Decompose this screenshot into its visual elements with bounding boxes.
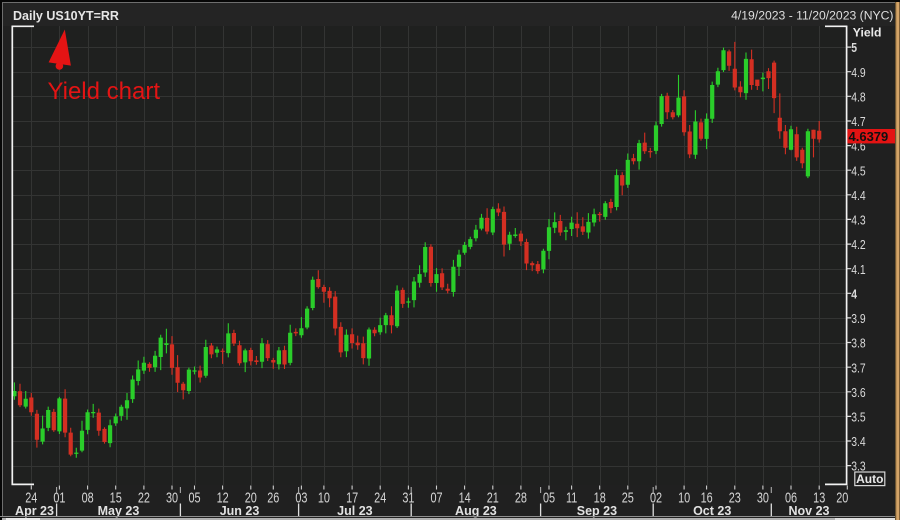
svg-text:17: 17 [346, 489, 358, 506]
svg-text:15: 15 [110, 489, 122, 506]
svg-text:3.9: 3.9 [851, 312, 865, 326]
svg-text:25: 25 [622, 489, 634, 506]
svg-text:08: 08 [82, 489, 94, 506]
svg-text:3.8: 3.8 [851, 337, 866, 351]
svg-text:11: 11 [566, 489, 577, 506]
svg-text:Nov 23: Nov 23 [789, 504, 830, 518]
svg-text:16: 16 [701, 489, 713, 506]
svg-text:3.3: 3.3 [851, 460, 866, 474]
svg-text:18: 18 [594, 489, 606, 506]
svg-text:30: 30 [166, 489, 178, 506]
svg-text:4.6379: 4.6379 [849, 129, 889, 144]
svg-text:4.7: 4.7 [851, 115, 865, 129]
svg-text:4: 4 [851, 287, 857, 301]
svg-text:Aug 23: Aug 23 [455, 504, 497, 518]
svg-text:Apr 23: Apr 23 [15, 504, 54, 518]
svg-text:5: 5 [851, 41, 857, 55]
svg-text:4.1: 4.1 [851, 263, 865, 277]
svg-text:06: 06 [785, 489, 797, 506]
svg-text:3.6: 3.6 [851, 386, 866, 400]
svg-text:10: 10 [318, 489, 330, 506]
svg-text:4.5: 4.5 [851, 164, 866, 178]
svg-text:02: 02 [650, 489, 662, 506]
svg-text:30: 30 [757, 489, 769, 506]
svg-text:13: 13 [813, 489, 825, 506]
svg-text:07: 07 [430, 489, 442, 506]
svg-text:Daily US10YT=RR: Daily US10YT=RR [13, 9, 119, 23]
svg-text:03: 03 [295, 489, 307, 506]
svg-text:01: 01 [53, 489, 65, 506]
svg-text:3.4: 3.4 [851, 435, 866, 449]
svg-text:3.7: 3.7 [851, 361, 865, 375]
svg-text:3.5: 3.5 [851, 410, 866, 424]
svg-text:14: 14 [459, 489, 471, 506]
svg-text:Oct 23: Oct 23 [693, 504, 731, 518]
svg-text:28: 28 [515, 489, 527, 506]
svg-text:Auto: Auto [856, 472, 883, 486]
svg-text:24: 24 [374, 489, 386, 506]
svg-text:20: 20 [836, 489, 848, 506]
svg-text:12: 12 [217, 489, 229, 506]
svg-text:Sep 23: Sep 23 [577, 504, 617, 518]
svg-text:05: 05 [188, 489, 200, 506]
svg-text:23: 23 [729, 489, 741, 506]
svg-text:21: 21 [487, 489, 499, 506]
svg-text:26: 26 [267, 489, 279, 506]
svg-text:Jul 23: Jul 23 [337, 504, 372, 518]
svg-text:May 23: May 23 [98, 504, 140, 518]
svg-text:Yield: Yield [853, 26, 882, 40]
svg-text:20: 20 [245, 489, 257, 506]
svg-text:4.2: 4.2 [851, 238, 865, 252]
svg-text:4.8: 4.8 [851, 90, 866, 104]
svg-text:05: 05 [543, 489, 555, 506]
svg-text:10: 10 [678, 489, 690, 506]
svg-text:24: 24 [25, 489, 37, 506]
svg-text:31: 31 [402, 489, 414, 506]
svg-text:4/19/2023 - 11/20/2023 (NYC): 4/19/2023 - 11/20/2023 (NYC) [731, 9, 893, 23]
svg-text:4.4: 4.4 [851, 189, 866, 203]
svg-text:22: 22 [138, 489, 150, 506]
svg-text:Yield chart: Yield chart [48, 78, 161, 105]
svg-text:Jun 23: Jun 23 [220, 504, 260, 518]
svg-text:4.9: 4.9 [851, 66, 865, 80]
svg-text:4.3: 4.3 [851, 213, 866, 227]
